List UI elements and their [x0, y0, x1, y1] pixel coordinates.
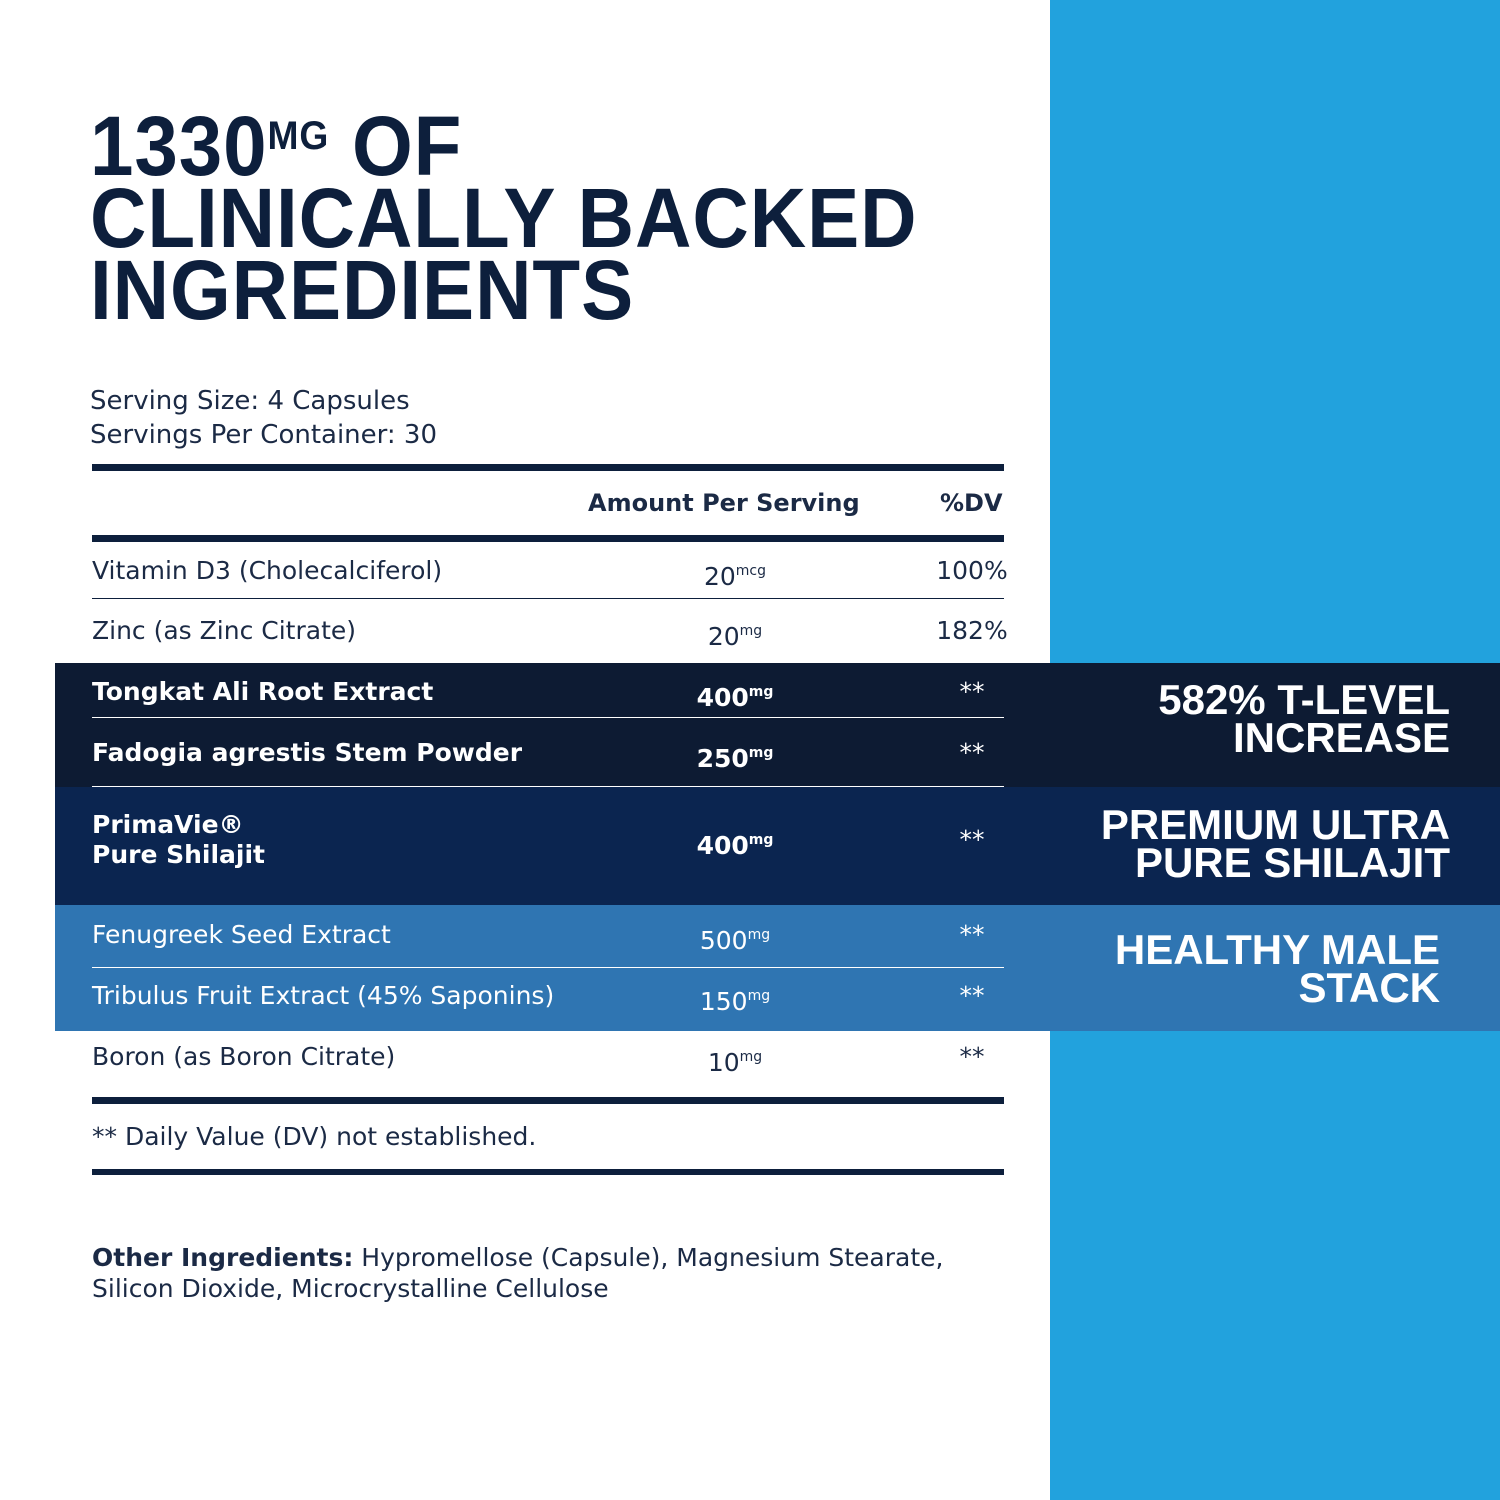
amount-unit: mg [748, 745, 774, 761]
divider [92, 967, 1004, 968]
amount-value: 20 [707, 622, 740, 651]
column-header: %DV [940, 489, 1003, 517]
amount: 20mg [655, 616, 815, 652]
name-line: PrimaVie® [92, 810, 244, 839]
title-rest: OF [351, 99, 463, 193]
ingredient-name: Fadogia agrestis Stem Powder [92, 738, 522, 768]
callout: HEALTHY MALE STACK [1114, 926, 1440, 1011]
amount-value: 500 [699, 926, 748, 955]
other-text: Hypromellose (Capsule), Magnesium Steara… [92, 1243, 944, 1303]
amount-value: 400 [696, 831, 749, 860]
amount: 500mg [655, 920, 815, 956]
servings-per-container: Servings Per Container: 30 [90, 420, 438, 450]
callout-line: 582% T-LEVEL [1158, 676, 1450, 723]
callout-line: PREMIUM ULTRA [1100, 801, 1450, 848]
amount: 250mg [655, 738, 815, 774]
name-line: Tongkat Ali Root Extract [92, 677, 434, 706]
amount-unit: mg [748, 832, 774, 848]
daily-value: ** [959, 1042, 985, 1071]
amount: 400mg [655, 677, 815, 713]
title-number: 1330 [90, 99, 268, 193]
daily-value: ** [959, 738, 985, 767]
name-line: Vitamin D3 (Cholecalciferol) [92, 556, 443, 585]
serving-size: Serving Size: 4 Capsules [90, 386, 410, 416]
name-line: Fenugreek Seed Extract [92, 920, 391, 949]
band-blue [55, 905, 1500, 1031]
callout-line: INCREASE [1232, 714, 1450, 761]
footnote: ** Daily Value (DV) not established. [92, 1122, 537, 1151]
divider [92, 717, 1004, 718]
title-unit: MG [267, 114, 330, 158]
amount-value: 150 [699, 987, 748, 1016]
callout-line: PURE SHILAJIT [1134, 839, 1450, 886]
amount-value: 20 [703, 562, 736, 591]
amount-unit: mg [739, 623, 763, 639]
rule [92, 1169, 1004, 1175]
callout: PREMIUM ULTRA PURE SHILAJIT [1100, 801, 1450, 886]
daily-value: 182% [936, 616, 1008, 645]
other-ingredients: Other Ingredients: Hypromellose (Capsule… [92, 1242, 1012, 1304]
divider [92, 598, 1004, 599]
amount-unit: mg [748, 684, 774, 700]
ingredient-name: Boron (as Boron Citrate) [92, 1042, 395, 1072]
band-dark [55, 663, 1500, 787]
other-label: Other Ingredients: [92, 1243, 354, 1272]
rule [92, 535, 1004, 542]
daily-value: 100% [936, 556, 1008, 585]
amount-value: 400 [696, 683, 749, 712]
callout-line: STACK [1298, 964, 1440, 1011]
callout-line: HEALTHY MALE [1114, 926, 1440, 973]
title: 1330MG OF CLINICALLY BACKED INGREDIENTS [90, 99, 918, 337]
amount: 150mg [655, 981, 815, 1017]
rule [92, 464, 1004, 471]
name-line: Pure Shilajit [92, 840, 266, 869]
amount-unit: mg [747, 927, 771, 943]
ingredient-name: Vitamin D3 (Cholecalciferol) [92, 556, 442, 586]
daily-value: ** [959, 825, 985, 854]
amount-value: 10 [707, 1048, 740, 1077]
title-line: CLINICALLY BACKED [90, 171, 918, 265]
daily-value: ** [959, 677, 985, 706]
name-line: Boron (as Boron Citrate) [92, 1042, 396, 1071]
ingredient-name: Zinc (as Zinc Citrate) [92, 616, 356, 646]
ingredient-name: Fenugreek Seed Extract [92, 920, 391, 950]
amount-value: 250 [696, 744, 749, 773]
rule [92, 1097, 1004, 1104]
amount: 10mg [655, 1042, 815, 1078]
divider [92, 786, 1004, 787]
band-navy [55, 787, 1500, 905]
amount-unit: mcg [735, 563, 767, 579]
name-line: Fadogia agrestis Stem Powder [92, 738, 523, 767]
name-line: Tribulus Fruit Extract (45% Saponins) [92, 981, 555, 1010]
ingredient-name: Tribulus Fruit Extract (45% Saponins) [92, 981, 554, 1011]
title-line: INGREDIENTS [90, 243, 635, 337]
daily-value: ** [959, 981, 985, 1010]
daily-value: ** [959, 920, 985, 949]
name-line: Zinc (as Zinc Citrate) [92, 616, 357, 645]
amount: 20mcg [655, 556, 815, 592]
amount-unit: mg [747, 988, 771, 1004]
amount-unit: mg [739, 1049, 763, 1065]
ingredient-name: PrimaVie® Pure Shilajit [92, 810, 265, 870]
callout: 582% T-LEVEL INCREASE [1158, 676, 1450, 761]
ingredient-name: Tongkat Ali Root Extract [92, 677, 433, 707]
amount: 400mg [655, 825, 815, 861]
column-header: Amount Per Serving [588, 489, 860, 517]
